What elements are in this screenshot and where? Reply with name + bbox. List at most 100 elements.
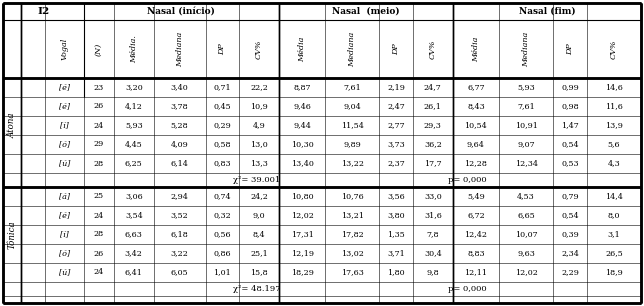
Text: 31,6: 31,6 bbox=[424, 211, 442, 219]
Text: Média.: Média. bbox=[130, 35, 138, 63]
Text: 4,12: 4,12 bbox=[125, 103, 143, 110]
Text: 23: 23 bbox=[93, 84, 104, 91]
Text: 0,74: 0,74 bbox=[214, 192, 231, 200]
Text: 0,99: 0,99 bbox=[561, 84, 579, 91]
Text: 11,6: 11,6 bbox=[605, 103, 623, 110]
Text: 0,79: 0,79 bbox=[561, 192, 579, 200]
Text: Nasal  (meio): Nasal (meio) bbox=[332, 7, 400, 16]
Text: [ẽ]: [ẽ] bbox=[59, 103, 70, 110]
Text: χ²= 48.197: χ²= 48.197 bbox=[233, 285, 281, 293]
Text: CV%: CV% bbox=[429, 39, 437, 59]
Text: 0,86: 0,86 bbox=[214, 249, 231, 258]
Text: 1,01: 1,01 bbox=[213, 268, 231, 277]
Text: 10,07: 10,07 bbox=[515, 230, 538, 238]
Text: 13,02: 13,02 bbox=[341, 249, 364, 258]
Text: 5,93: 5,93 bbox=[517, 84, 535, 91]
Text: 17,63: 17,63 bbox=[341, 268, 364, 277]
Text: 29,3: 29,3 bbox=[424, 121, 442, 129]
Text: 6,05: 6,05 bbox=[171, 268, 189, 277]
Text: 10,30: 10,30 bbox=[290, 140, 314, 148]
Text: 24,2: 24,2 bbox=[250, 192, 268, 200]
Text: 12,02: 12,02 bbox=[515, 268, 538, 277]
Text: 1,47: 1,47 bbox=[561, 121, 579, 129]
Text: Nasal (fim): Nasal (fim) bbox=[518, 7, 575, 16]
Text: 9,63: 9,63 bbox=[517, 249, 535, 258]
Text: 17,31: 17,31 bbox=[290, 230, 314, 238]
Text: 14,4: 14,4 bbox=[605, 192, 623, 200]
Text: (N): (N) bbox=[95, 42, 102, 56]
Text: 17,7: 17,7 bbox=[424, 159, 442, 167]
Text: Nasal (início): Nasal (início) bbox=[147, 7, 215, 16]
Text: 0,71: 0,71 bbox=[214, 84, 231, 91]
Text: 3,56: 3,56 bbox=[387, 192, 405, 200]
Text: 26: 26 bbox=[93, 249, 104, 258]
Text: 5,28: 5,28 bbox=[171, 121, 189, 129]
Text: χ²= 39.001: χ²= 39.001 bbox=[233, 176, 280, 184]
Text: Vogal: Vogal bbox=[61, 38, 68, 60]
Text: 4,9: 4,9 bbox=[252, 121, 265, 129]
Text: 0,83: 0,83 bbox=[214, 159, 231, 167]
Text: 4,53: 4,53 bbox=[517, 192, 535, 200]
Text: 0,45: 0,45 bbox=[214, 103, 231, 110]
Text: CV%: CV% bbox=[610, 39, 618, 59]
Text: 6,18: 6,18 bbox=[171, 230, 189, 238]
Text: DP: DP bbox=[566, 43, 574, 55]
Text: 8,43: 8,43 bbox=[467, 103, 485, 110]
Text: 9,46: 9,46 bbox=[293, 103, 311, 110]
Text: 26: 26 bbox=[93, 103, 104, 110]
Text: 3,42: 3,42 bbox=[125, 249, 143, 258]
Text: [õ]: [õ] bbox=[59, 249, 70, 258]
Text: 10,54: 10,54 bbox=[464, 121, 488, 129]
Text: [ẽ]: [ẽ] bbox=[59, 211, 70, 219]
Text: 2,94: 2,94 bbox=[171, 192, 189, 200]
Text: Tônica: Tônica bbox=[8, 220, 17, 249]
Text: 24,7: 24,7 bbox=[424, 84, 442, 91]
Text: 28: 28 bbox=[93, 230, 104, 238]
Text: 5,93: 5,93 bbox=[125, 121, 143, 129]
Text: 6,72: 6,72 bbox=[467, 211, 485, 219]
Text: 6,65: 6,65 bbox=[517, 211, 535, 219]
Text: 12,11: 12,11 bbox=[464, 268, 488, 277]
Text: 2,37: 2,37 bbox=[387, 159, 405, 167]
Text: 0,29: 0,29 bbox=[213, 121, 231, 129]
Text: CV%: CV% bbox=[255, 39, 263, 59]
Text: [ã]: [ã] bbox=[59, 192, 70, 200]
Text: 28: 28 bbox=[93, 159, 104, 167]
Text: 6,77: 6,77 bbox=[467, 84, 485, 91]
Text: DP: DP bbox=[392, 43, 400, 55]
Text: 3,78: 3,78 bbox=[171, 103, 189, 110]
Text: 6,63: 6,63 bbox=[125, 230, 143, 238]
Text: [ĩ]: [ĩ] bbox=[60, 121, 69, 129]
Text: DP: DP bbox=[218, 43, 226, 55]
Text: 5,6: 5,6 bbox=[607, 140, 620, 148]
Text: 25,1: 25,1 bbox=[250, 249, 268, 258]
Text: 9,89: 9,89 bbox=[343, 140, 361, 148]
Text: 24: 24 bbox=[93, 268, 104, 277]
Text: 33,0: 33,0 bbox=[424, 192, 442, 200]
Text: Média: Média bbox=[298, 36, 306, 62]
Text: 1,35: 1,35 bbox=[387, 230, 405, 238]
Text: 10,80: 10,80 bbox=[290, 192, 314, 200]
Text: 12,02: 12,02 bbox=[290, 211, 314, 219]
Text: [ĩ]: [ĩ] bbox=[60, 230, 69, 238]
Text: 13,3: 13,3 bbox=[250, 159, 268, 167]
Text: 2,47: 2,47 bbox=[387, 103, 405, 110]
Text: 7,61: 7,61 bbox=[517, 103, 535, 110]
Text: 0,53: 0,53 bbox=[561, 159, 579, 167]
Text: 3,73: 3,73 bbox=[387, 140, 405, 148]
Text: 9,04: 9,04 bbox=[343, 103, 361, 110]
Text: 2,29: 2,29 bbox=[561, 268, 579, 277]
Text: 8,0: 8,0 bbox=[608, 211, 620, 219]
Text: 3,80: 3,80 bbox=[387, 211, 405, 219]
Text: 7,61: 7,61 bbox=[343, 84, 361, 91]
Text: 29: 29 bbox=[93, 140, 104, 148]
Text: 5,49: 5,49 bbox=[467, 192, 485, 200]
Text: 13,22: 13,22 bbox=[341, 159, 364, 167]
Text: 3,22: 3,22 bbox=[171, 249, 189, 258]
Text: 8,83: 8,83 bbox=[467, 249, 485, 258]
Text: 12,34: 12,34 bbox=[515, 159, 538, 167]
Text: 3,1: 3,1 bbox=[607, 230, 620, 238]
Text: 26,5: 26,5 bbox=[605, 249, 623, 258]
Text: 1,80: 1,80 bbox=[387, 268, 405, 277]
Text: 11,54: 11,54 bbox=[341, 121, 364, 129]
